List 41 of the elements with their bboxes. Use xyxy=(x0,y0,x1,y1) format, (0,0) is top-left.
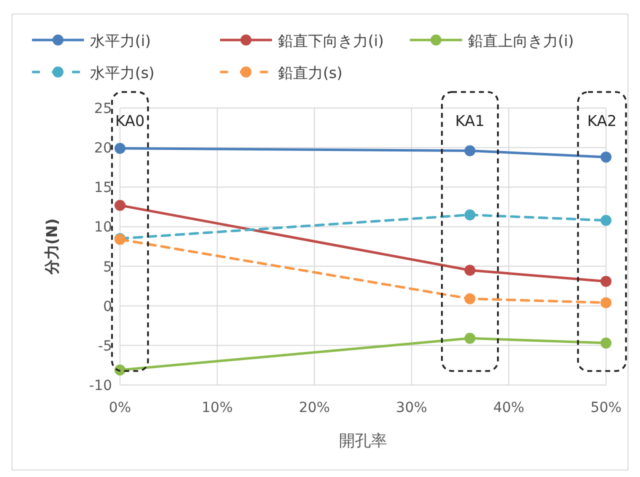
legend-label: 鉛直下向き力(i) xyxy=(278,32,384,50)
x-axis-title: 開孔率 xyxy=(339,431,387,450)
point xyxy=(600,297,612,308)
point xyxy=(600,214,612,226)
legend-item: 鉛直下向き力(i) xyxy=(220,32,384,50)
point xyxy=(464,145,476,156)
point xyxy=(114,142,126,154)
point xyxy=(600,276,612,287)
x-tick-label: 30% xyxy=(396,400,428,416)
y-tick-label: 0 xyxy=(103,298,112,315)
legend-item: 鉛直上向き力(i) xyxy=(410,32,574,50)
y-tick-label: 20 xyxy=(94,140,112,157)
y-tick-label: -10 xyxy=(89,378,112,394)
annotation: KA0 xyxy=(115,112,145,130)
legend-label: 水平力(s) xyxy=(90,64,155,82)
x-tick-label: 0% xyxy=(108,400,132,416)
x-tick-label: 10% xyxy=(202,400,233,416)
point xyxy=(464,332,476,344)
point xyxy=(464,209,476,220)
annotation: KA2 xyxy=(587,112,617,130)
y-tick-label: 25 xyxy=(94,101,112,117)
legend-label: 水平力(i) xyxy=(90,32,151,50)
point xyxy=(464,293,476,304)
y-tick-label: 5 xyxy=(103,259,112,276)
y-tick-label: 15 xyxy=(94,180,112,196)
point xyxy=(114,200,126,211)
x-tick-label: 50% xyxy=(590,400,622,416)
legend-label: 鉛直力(s) xyxy=(278,64,343,82)
annotation: KA1 xyxy=(455,112,485,130)
y-axis-title: 分力(N) xyxy=(43,218,61,276)
y-tick-label: 10 xyxy=(94,220,112,236)
legend-item: 水平力(s) xyxy=(32,64,155,82)
x-tick-label: 20% xyxy=(298,400,330,416)
legend-item: 水平力(i) xyxy=(32,32,151,50)
point xyxy=(600,152,612,163)
x-tick-label: 40% xyxy=(493,400,524,416)
legend-label: 鉛直上向き力(i) xyxy=(468,32,574,50)
legend-item: 鉛直力(s) xyxy=(220,64,343,82)
y-tick-label: -5 xyxy=(98,338,112,354)
point xyxy=(600,338,612,349)
point xyxy=(464,264,476,276)
